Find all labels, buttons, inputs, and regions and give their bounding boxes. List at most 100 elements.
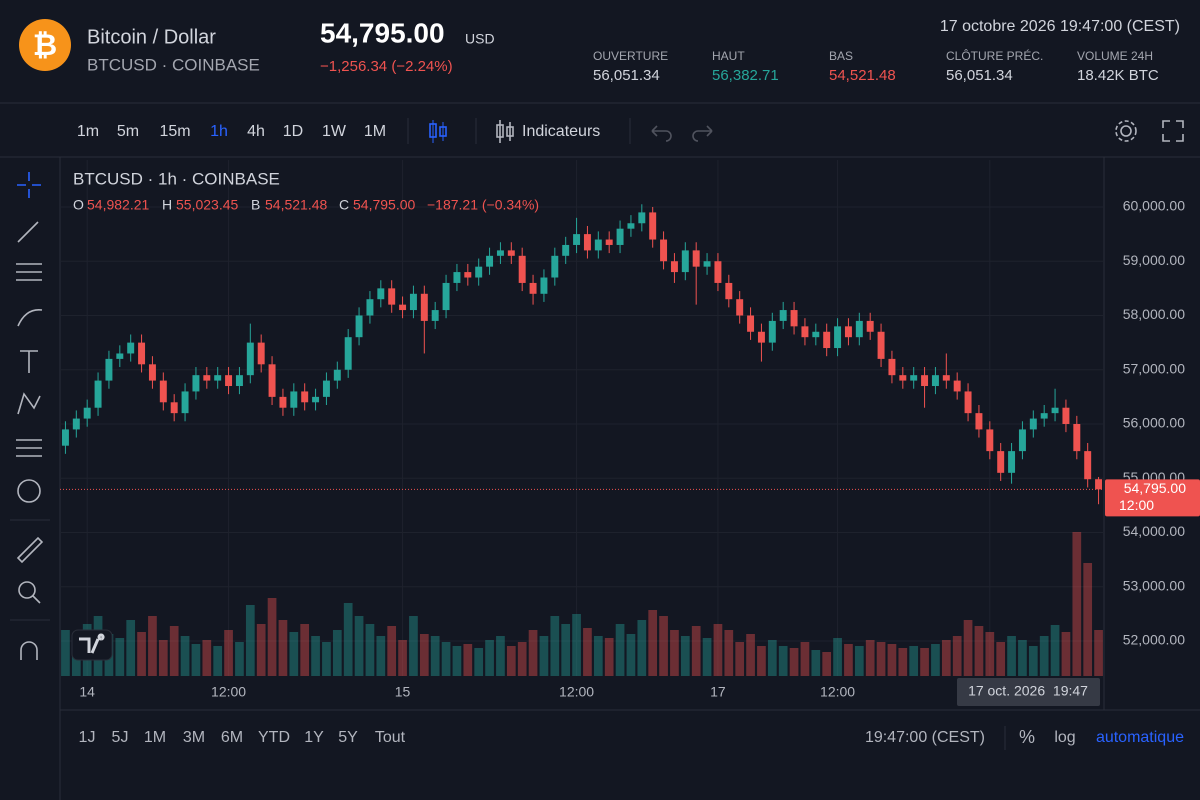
volume-bar	[158, 640, 168, 676]
candle-body	[931, 375, 939, 387]
candle-body	[964, 391, 972, 414]
volume-bar	[245, 605, 255, 676]
volume-bar	[713, 624, 723, 676]
ruler-tool[interactable]	[16, 536, 44, 564]
indicators-icon[interactable]	[496, 120, 514, 143]
timeframe[interactable]: 1h	[210, 123, 228, 140]
candle-body	[725, 282, 733, 300]
last-price-tag	[1105, 479, 1200, 517]
candle-body	[997, 451, 1005, 473]
pattern-tool[interactable]	[17, 392, 41, 415]
volume-bar	[213, 646, 223, 676]
redo[interactable]	[692, 125, 713, 142]
volume-bar	[735, 642, 745, 676]
timeframe[interactable]: 1D	[283, 123, 303, 140]
tv-logo	[71, 629, 113, 661]
timeframe[interactable]: 1m	[77, 123, 99, 140]
legend-value: 54,795.00	[353, 197, 415, 213]
candle-body	[453, 272, 461, 283]
volume-bar	[539, 636, 549, 676]
x-tick-label: 12:00	[211, 684, 246, 700]
log-toggle[interactable]: log	[1054, 729, 1075, 746]
candle-body	[116, 353, 124, 359]
volume-bar	[506, 646, 516, 676]
timeframe[interactable]: 5m	[117, 123, 139, 140]
volume-bar	[61, 630, 70, 676]
volume-bar	[746, 634, 755, 676]
currency: USD	[465, 31, 495, 47]
range-button[interactable]: 5J	[112, 729, 129, 746]
candle-body	[681, 250, 689, 273]
volume-bar	[778, 646, 788, 676]
zoom-tool[interactable]	[18, 581, 36, 599]
auto-toggle[interactable]: automatique	[1096, 729, 1184, 746]
crosshair-tool[interactable]	[17, 172, 41, 198]
prediction-tool[interactable]	[16, 439, 42, 457]
candle-body	[638, 212, 646, 224]
volume-bar	[441, 642, 451, 676]
candle-body	[573, 234, 581, 245]
candle-body	[257, 342, 265, 365]
volume-bar	[267, 598, 277, 676]
chart-type-icon[interactable]	[429, 120, 447, 143]
volume-bar	[691, 626, 701, 676]
volume-bar	[322, 642, 331, 676]
legend-value: 55,023.45	[176, 197, 238, 213]
volume-bar	[789, 648, 799, 676]
volume-bar	[811, 650, 821, 676]
icon	[439, 126, 447, 137]
volume-bar	[909, 646, 919, 676]
candle-body	[562, 244, 570, 256]
candle-body	[1095, 479, 1103, 490]
stat-value: 56,051.34	[593, 67, 660, 84]
range-button[interactable]: 3M	[183, 729, 205, 746]
candle-body	[1008, 451, 1016, 473]
candle-body	[529, 282, 537, 294]
brush-tool[interactable]	[17, 309, 43, 327]
range-button[interactable]: 1Y	[304, 729, 324, 746]
volume-bar	[256, 624, 266, 676]
candle-body	[670, 261, 678, 273]
volume-bar	[702, 638, 712, 676]
text-tool[interactable]	[20, 350, 38, 373]
settings[interactable]	[1120, 125, 1132, 137]
range-button[interactable]: 6M	[221, 729, 243, 746]
range-button[interactable]: Tout	[375, 729, 406, 746]
candle-body	[192, 375, 200, 392]
candle-body	[355, 315, 363, 338]
candle-body	[83, 407, 91, 419]
y-tick-label: 52,000.00	[1123, 632, 1185, 648]
range-button[interactable]: YTD	[258, 729, 290, 746]
emoji-tool[interactable]	[17, 479, 41, 503]
settings	[1115, 120, 1137, 142]
timeframe[interactable]: 4h	[247, 123, 265, 140]
undo[interactable]	[651, 125, 672, 142]
range-button[interactable]: 1J	[79, 729, 96, 746]
trend-line-tool[interactable]	[17, 221, 39, 243]
logo	[71, 629, 113, 661]
candle-body	[181, 391, 189, 414]
candle-body	[877, 331, 885, 359]
fullscreen[interactable]	[1162, 120, 1184, 142]
timeframe[interactable]: 1W	[322, 123, 347, 140]
timeframe[interactable]: 15m	[159, 123, 190, 140]
indicators-button[interactable]: Indicateurs	[522, 123, 600, 140]
volume-bar	[593, 636, 603, 676]
range-button[interactable]: 1M	[144, 729, 166, 746]
stat-value: 54,521.48	[829, 67, 896, 84]
candle-body	[1073, 423, 1081, 452]
volume-bar	[583, 628, 592, 676]
magnet-tool[interactable]	[20, 641, 38, 660]
candle-body	[812, 331, 820, 338]
fib-tool[interactable]	[16, 263, 42, 281]
candle-body	[953, 380, 961, 392]
volume-bar	[474, 648, 484, 676]
last-price-label: 54,795.00	[1124, 480, 1186, 496]
volume-bar	[963, 620, 973, 676]
percent-toggle[interactable]: %	[1019, 727, 1035, 747]
x-tick-label: 15	[395, 684, 411, 700]
volume-bar	[517, 642, 527, 676]
range-button[interactable]: 5Y	[338, 729, 358, 746]
timeframe[interactable]: 1M	[364, 123, 386, 140]
